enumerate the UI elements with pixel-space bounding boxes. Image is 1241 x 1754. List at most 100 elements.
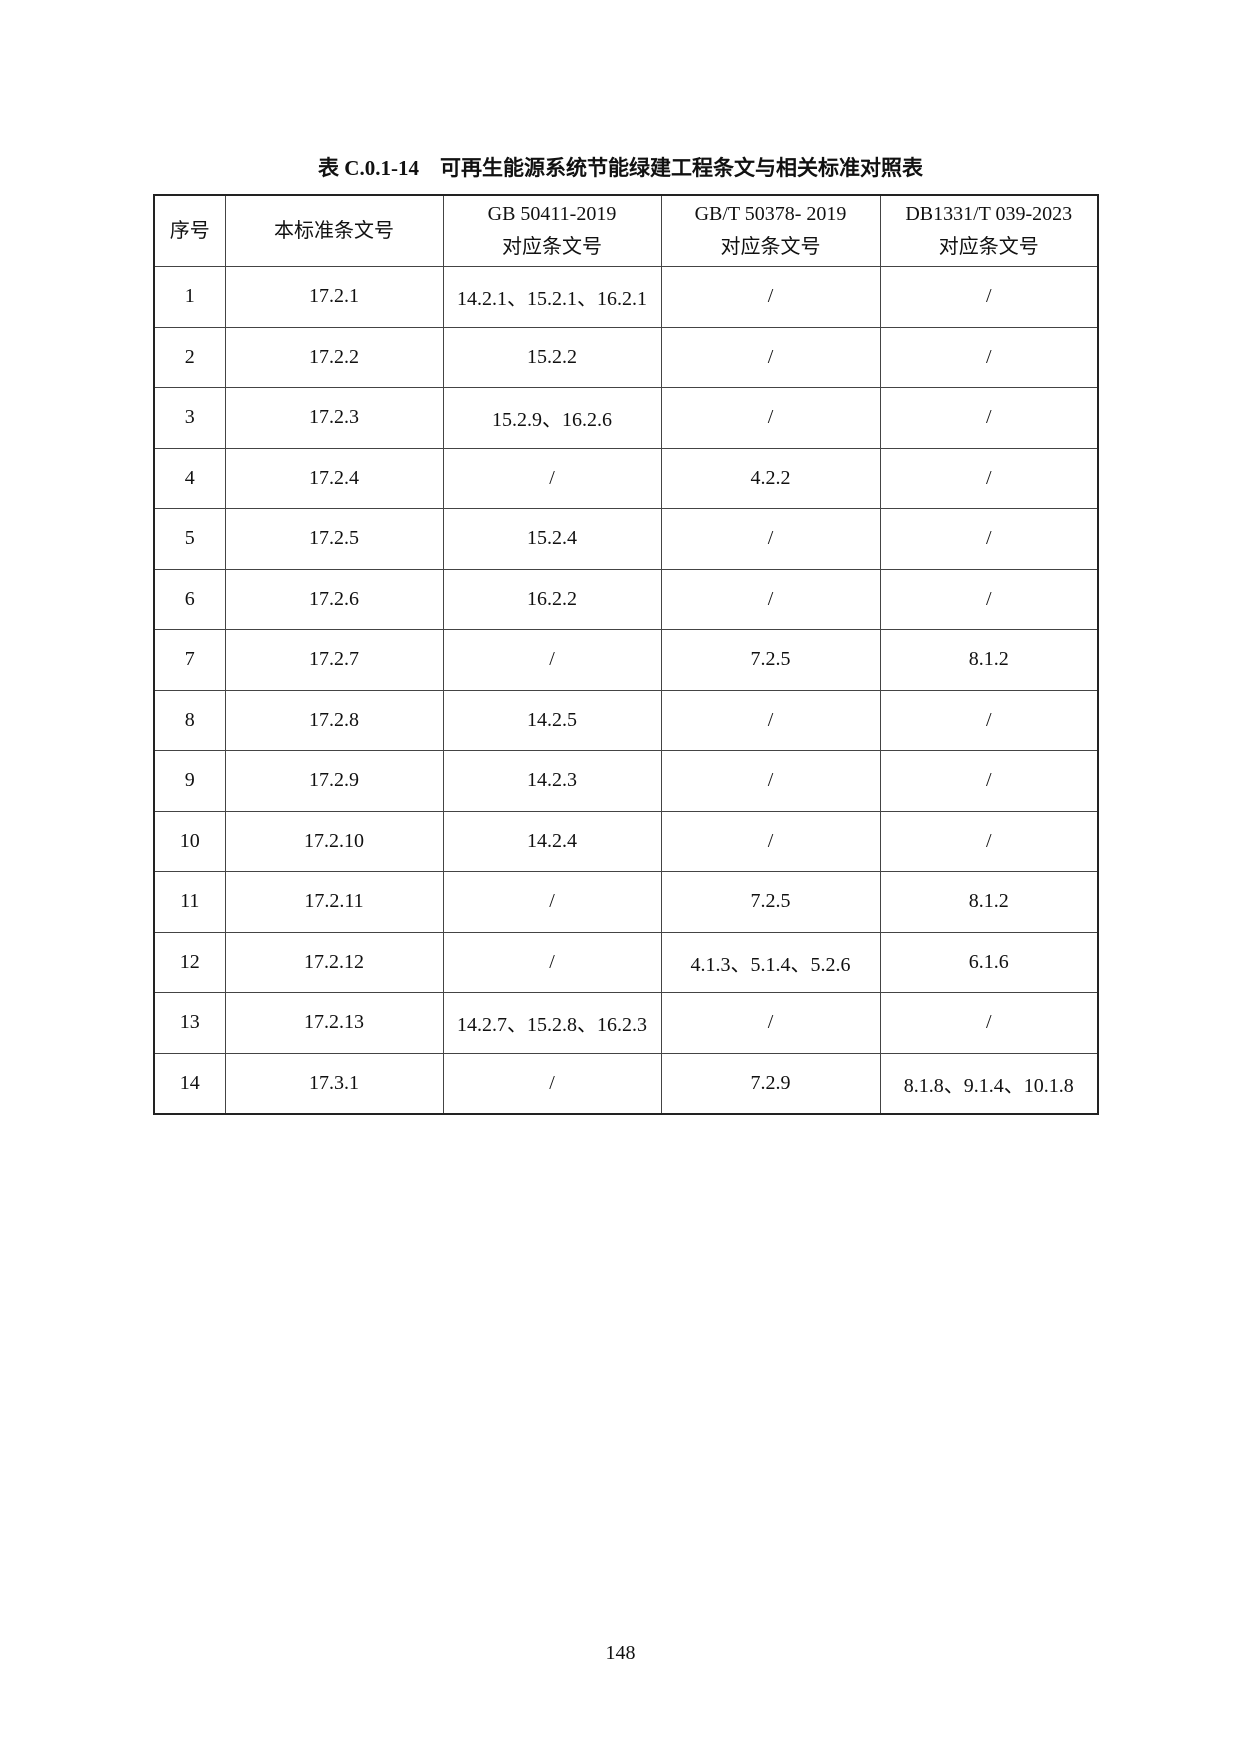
table-cell: 6 <box>153 568 226 630</box>
table-cell: 14 <box>153 1052 226 1115</box>
table-cell: 17.2.13 <box>224 992 444 1054</box>
table-cell: / <box>879 387 1099 449</box>
table-cell: 14.2.1、15.2.1、16.2.1 <box>442 266 662 328</box>
table-cell: 4.1.3、5.1.4、5.2.6 <box>660 931 881 993</box>
table-header-row: 序号 本标准条文号 GB 50411-2019 对应条文号 GB/T 50378- 20… <box>153 194 1099 267</box>
table-cell: / <box>660 266 881 328</box>
table-cell: 7.2.5 <box>660 629 881 691</box>
table-cell: 4.2.2 <box>660 447 881 509</box>
table-cell: 2 <box>153 326 226 388</box>
table-cell: 4 <box>153 447 226 509</box>
table-cell: / <box>879 508 1099 570</box>
table-row: 5 17.2.5 15.2.4// <box>153 508 1099 570</box>
table-cell: / <box>660 387 881 449</box>
column-header-line1: 序号 <box>169 219 210 242</box>
table-cell: 7.2.9 <box>660 1052 881 1115</box>
table-cell: 8.1.2 <box>879 871 1099 933</box>
table-cell: 14.2.5 <box>442 689 662 751</box>
table-cell: 3 <box>153 387 226 449</box>
column-header: 本标准条文号 <box>224 194 444 267</box>
table-row: 10 17.2.10 14.2.4// <box>153 810 1099 872</box>
table-cell: 10 <box>153 810 226 872</box>
table-row: 7 17.2.7/7.2.5 8.1.2 <box>153 629 1099 691</box>
table-row: 2 17.2.2 15.2.2// <box>153 326 1099 388</box>
column-header: GB 50411-2019 对应条文号 <box>442 194 662 267</box>
table-cell: / <box>660 326 881 388</box>
table-cell: 17.2.4 <box>224 447 444 509</box>
table-cell: / <box>660 750 881 812</box>
table-cell: / <box>442 931 662 993</box>
table-cell: 17.2.3 <box>224 387 444 449</box>
column-header-line1: GB 50411-2019 <box>487 203 617 225</box>
table-cell: 17.2.2 <box>224 326 444 388</box>
table-cell: 13 <box>153 992 226 1054</box>
table-cell: 17.2.5 <box>224 508 444 570</box>
table-cell: 17.2.9 <box>224 750 444 812</box>
table-cell: 17.2.10 <box>224 810 444 872</box>
column-header-line1: DB1331/T 039-2023 <box>905 203 1073 225</box>
table-title: 表 C.0.1-14 可再生能源系统节能绿建工程条文与相关标准对照表 <box>318 156 923 180</box>
table-cell: 14.2.7、15.2.8、16.2.3 <box>442 992 662 1054</box>
table-row: 6 17.2.6 16.2.2// <box>153 568 1099 630</box>
column-header-line2: 对应条文号 <box>502 236 602 258</box>
table-cell: 9 <box>153 750 226 812</box>
table-cell: 6.1.6 <box>879 931 1099 993</box>
table-cell: 14.2.3 <box>442 750 662 812</box>
table-cell: / <box>442 629 662 691</box>
table-row: 9 17.2.9 14.2.3// <box>153 750 1099 812</box>
table-cell: 7 <box>153 629 226 691</box>
table-cell: 5 <box>153 508 226 570</box>
table-cell: / <box>442 1052 662 1115</box>
table-cell: / <box>879 326 1099 388</box>
column-header: 序号 <box>153 194 226 267</box>
table-cell: 16.2.2 <box>442 568 662 630</box>
table-cell: 17.2.8 <box>224 689 444 751</box>
table-cell: 15.2.4 <box>442 508 662 570</box>
table-cell: / <box>879 266 1099 328</box>
table-cell: / <box>442 447 662 509</box>
table-cell: / <box>660 810 881 872</box>
column-header-line1: 本标准条文号 <box>274 219 394 242</box>
table-cell: 17.2.11 <box>224 871 444 933</box>
column-header-line2: 对应条文号 <box>938 236 1039 258</box>
table-cell: 17.2.6 <box>224 568 444 630</box>
table-cell: 12 <box>153 931 226 993</box>
table-cell: 17.2.7 <box>224 629 444 691</box>
table-cell: 8.1.2 <box>879 629 1099 691</box>
column-header: GB/T 50378- 2019 对应条文号 <box>660 194 881 267</box>
table-cell: / <box>879 568 1099 630</box>
column-header: DB1331/T 039-2023 对应条文号 <box>879 194 1099 267</box>
table-cell: / <box>879 689 1099 751</box>
table-cell: 17.2.12 <box>224 931 444 993</box>
table-cell: / <box>879 447 1099 509</box>
table-cell: 17.3.1 <box>224 1052 444 1115</box>
table-row: 12 17.2.12/4.1.3、5.1.4、5.2.6 6.1.6 <box>153 931 1099 993</box>
table-cell: 8.1.8、9.1.4、10.1.8 <box>879 1052 1099 1115</box>
column-header-line2: 对应条文号 <box>720 236 821 258</box>
table-cell: / <box>442 871 662 933</box>
table-cell: 15.2.9、16.2.6 <box>442 387 662 449</box>
table-cell: / <box>879 992 1099 1054</box>
table-row: 3 17.2.3 15.2.9、16.2.6// <box>153 387 1099 449</box>
table-cell: 14.2.4 <box>442 810 662 872</box>
page-number: 148 <box>605 1642 636 1664</box>
table-cell: / <box>660 508 881 570</box>
table-cell: / <box>660 568 881 630</box>
standards-comparison-table: 序号 本标准条文号 GB 50411-2019 对应条文号 GB/T 50378- 20… <box>153 194 1099 1115</box>
table-cell: 7.2.5 <box>660 871 881 933</box>
table-cell: 11 <box>153 871 226 933</box>
table-row: 4 17.2.4/4.2.2/ <box>153 447 1099 509</box>
column-header-line1: GB/T 50378- 2019 <box>694 203 847 225</box>
table-row: 13 17.2.13 14.2.7、15.2.8、16.2.3// <box>153 992 1099 1054</box>
table-cell: / <box>660 689 881 751</box>
table-cell: 8 <box>153 689 226 751</box>
table-cell: 1 <box>153 266 226 328</box>
table-cell: / <box>879 750 1099 812</box>
table-row: 14 17.3.1/7.2.9 8.1.8、9.1.4、10.1.8 <box>153 1052 1099 1115</box>
table-cell: / <box>660 992 881 1054</box>
table-row: 1 17.2.1 14.2.1、15.2.1、16.2.1// <box>153 266 1099 328</box>
table-cell: / <box>879 810 1099 872</box>
table-cell: 15.2.2 <box>442 326 662 388</box>
table-cell: 17.2.1 <box>224 266 444 328</box>
table-row: 8 17.2.8 14.2.5// <box>153 689 1099 751</box>
